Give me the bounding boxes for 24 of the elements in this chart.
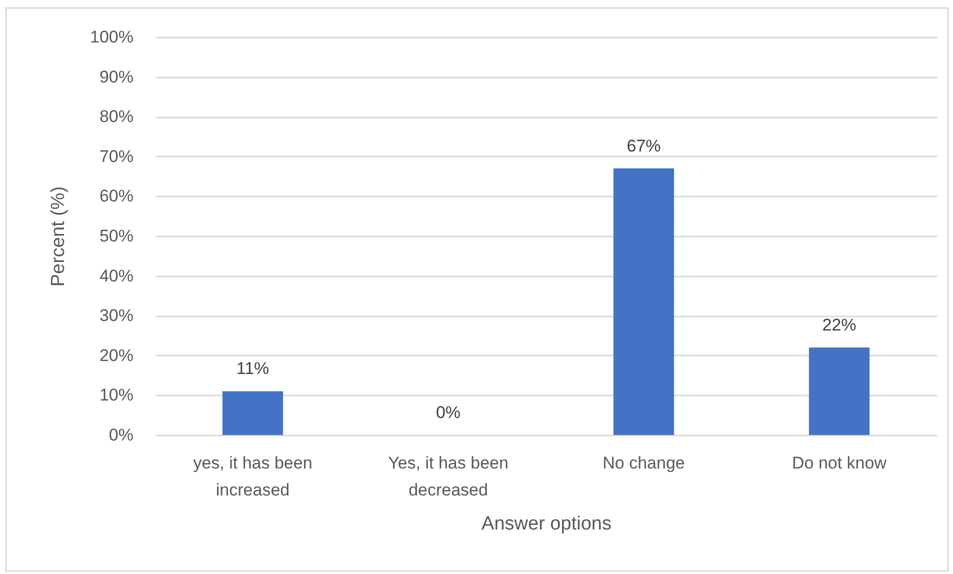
bar xyxy=(222,391,284,435)
y-axis-title: Percent (%) xyxy=(48,186,70,287)
y-tick-label: 60% xyxy=(99,186,134,206)
bar xyxy=(613,168,674,435)
y-tick-label: 0% xyxy=(108,426,134,444)
data-label: 22% xyxy=(822,315,856,334)
data-label: 0% xyxy=(436,403,461,422)
y-tick-label: 20% xyxy=(99,346,134,365)
y-tick-label: 10% xyxy=(99,386,134,405)
bar xyxy=(808,347,870,435)
x-axis-title: Answer options xyxy=(482,514,612,534)
data-label: 11% xyxy=(236,359,270,378)
data-label: 67% xyxy=(626,136,661,156)
x-tick-label: Yes, it has been decreased xyxy=(388,454,508,500)
y-tick-label: 70% xyxy=(99,146,134,166)
y-tick-label: 40% xyxy=(99,266,134,286)
y-tick-label: 50% xyxy=(99,226,134,246)
y-tick-label: 90% xyxy=(99,67,134,86)
y-tick-label: 80% xyxy=(99,107,134,126)
y-tick-label: 30% xyxy=(99,306,134,326)
x-tick-label: Do not know xyxy=(792,454,888,472)
x-tick-label: No change xyxy=(602,454,685,472)
y-tick-label: 100% xyxy=(90,28,134,46)
x-tick-label: yes, it has been increased xyxy=(193,454,312,500)
